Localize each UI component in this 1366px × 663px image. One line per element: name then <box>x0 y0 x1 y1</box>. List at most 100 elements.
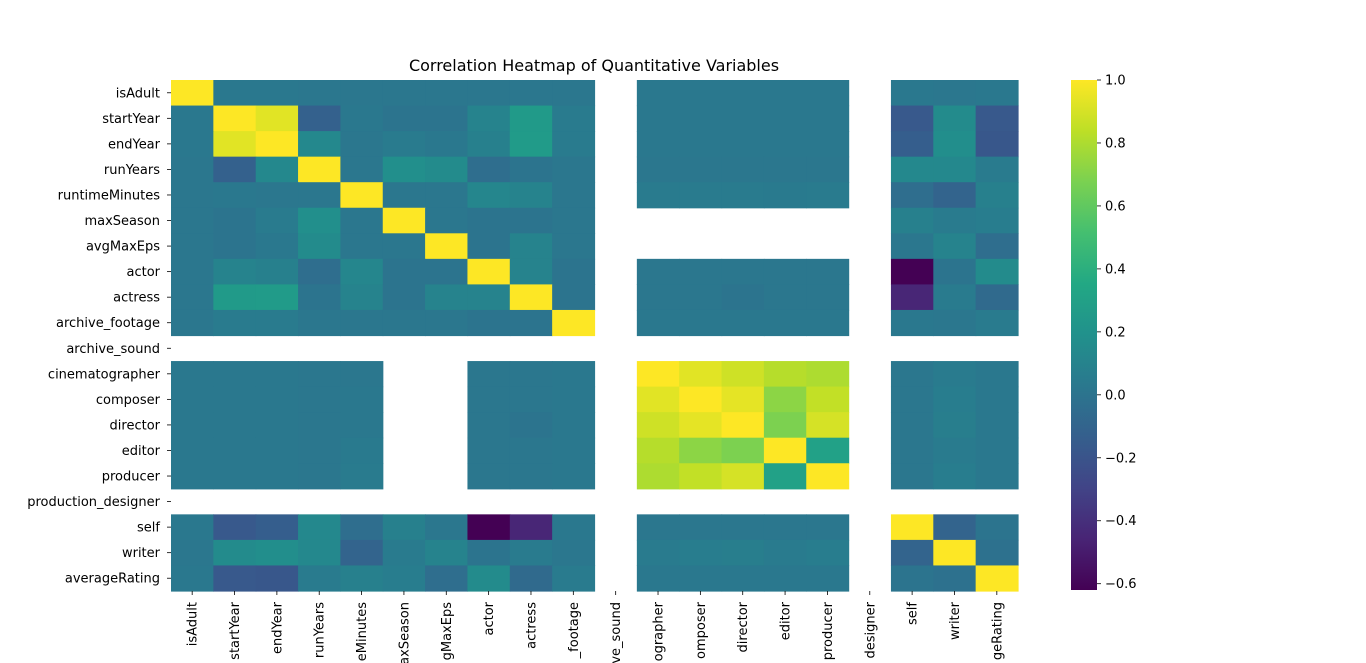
heatmap-cell <box>467 361 511 388</box>
y-tick-label: producer <box>102 470 161 485</box>
heatmap-cell <box>340 437 384 464</box>
heatmap-cell <box>213 361 257 388</box>
heatmap-cell <box>298 131 341 158</box>
heatmap-cell <box>382 131 426 158</box>
heatmap-cell <box>933 131 977 158</box>
heatmap-cell <box>806 565 850 592</box>
heatmap-cell <box>425 514 469 541</box>
heatmap-cell <box>298 412 341 439</box>
heatmap-cell <box>636 182 680 209</box>
heatmap-cell <box>933 386 977 413</box>
heatmap-cell <box>467 437 511 464</box>
heatmap-cell <box>298 258 341 285</box>
heatmap-cell <box>298 233 341 260</box>
heatmap-cell <box>255 105 299 132</box>
y-tick-label: endYear <box>108 137 161 152</box>
heatmap-cell <box>340 182 384 209</box>
y-tick-label: archive_footage <box>56 316 160 331</box>
heatmap-cell <box>806 361 850 388</box>
heatmap-cell <box>298 309 341 337</box>
y-tick-label: startYear <box>102 112 160 127</box>
heatmap-cell <box>382 233 426 260</box>
heatmap-cell <box>171 386 214 413</box>
heatmap-cell <box>552 207 596 234</box>
heatmap-cell <box>763 284 807 311</box>
heatmap-cell <box>933 514 977 541</box>
heatmap-cell <box>298 80 341 107</box>
colorbar-gradient <box>1071 80 1097 590</box>
heatmap-cell <box>679 131 723 158</box>
heatmap-cell <box>340 284 384 311</box>
heatmap-cell <box>213 539 257 567</box>
heatmap-cell <box>975 131 1019 158</box>
heatmap-cell <box>721 80 765 107</box>
heatmap-cell <box>425 156 469 183</box>
heatmap-cell <box>467 463 511 490</box>
heatmap-cell <box>552 463 596 490</box>
heatmap-cell <box>975 412 1019 439</box>
heatmap-cell <box>509 539 553 567</box>
heatmap-cell <box>340 207 384 234</box>
heatmap-cell <box>171 539 214 567</box>
y-tick-label: director <box>110 418 161 433</box>
heatmap-cell <box>552 565 596 592</box>
heatmap-cell <box>255 514 299 541</box>
heatmap-cell <box>298 156 341 183</box>
heatmap-cell <box>509 565 553 592</box>
heatmap-cell <box>636 258 680 285</box>
heatmap-cell <box>636 539 680 567</box>
heatmap-cell <box>467 105 511 132</box>
heatmap-cell <box>890 182 934 209</box>
heatmap-cell <box>340 565 384 592</box>
y-tick-label: runYears <box>104 163 160 178</box>
heatmap-cell <box>340 412 384 439</box>
heatmap-cell <box>933 233 977 260</box>
heatmap-cell <box>721 309 765 337</box>
colorbar-tick-label: −0.6 <box>1105 577 1137 592</box>
heatmap-cell <box>721 182 765 209</box>
heatmap-cell <box>763 565 807 592</box>
heatmap-cell <box>679 156 723 183</box>
heatmap-cell <box>255 233 299 260</box>
heatmap-cell <box>552 105 596 132</box>
heatmap-cell <box>636 80 680 107</box>
heatmap-cell <box>213 131 257 158</box>
heatmap-cell <box>806 309 850 337</box>
heatmap-cell <box>255 182 299 209</box>
heatmap-cell <box>679 361 723 388</box>
heatmap-cell <box>933 105 977 132</box>
heatmap-cell <box>467 182 511 209</box>
x-tick-label: director <box>736 601 751 652</box>
heatmap-cell <box>340 309 384 337</box>
y-tick-label: actor <box>126 265 160 280</box>
heatmap-cell <box>975 463 1019 490</box>
heatmap-cell <box>933 437 977 464</box>
heatmap-cell <box>509 258 553 285</box>
heatmap-cell <box>255 80 299 107</box>
x-tick-label: actor <box>482 601 497 635</box>
heatmap-cell <box>298 539 341 567</box>
heatmap-cell <box>975 437 1019 464</box>
heatmap-cell <box>509 309 553 337</box>
heatmap-cell <box>382 80 426 107</box>
heatmap-cell <box>213 437 257 464</box>
heatmap-cell <box>340 131 384 158</box>
heatmap-cell <box>721 539 765 567</box>
heatmap-cell <box>213 514 257 541</box>
colorbar-tick-label: 1.0 <box>1105 74 1126 89</box>
heatmap-cell <box>679 539 723 567</box>
heatmap-cell <box>340 105 384 132</box>
heatmap-cell <box>552 182 596 209</box>
colorbar-tick-label: −0.2 <box>1105 451 1137 466</box>
x-axis-labels: isAdult startYear endYear runYears eMinutes a… <box>186 591 1005 663</box>
heatmap-cell <box>679 105 723 132</box>
heatmap-cell <box>213 386 257 413</box>
x-tick-label: runYears <box>313 602 328 658</box>
heatmap-cell <box>636 463 680 490</box>
heatmap-cell <box>933 182 977 209</box>
heatmap-cell <box>255 386 299 413</box>
y-tick-label: maxSeason <box>84 214 160 229</box>
x-tick-label: gMaxEps <box>440 602 455 661</box>
heatmap-cell <box>721 105 765 132</box>
y-tick-label: actress <box>113 291 160 306</box>
